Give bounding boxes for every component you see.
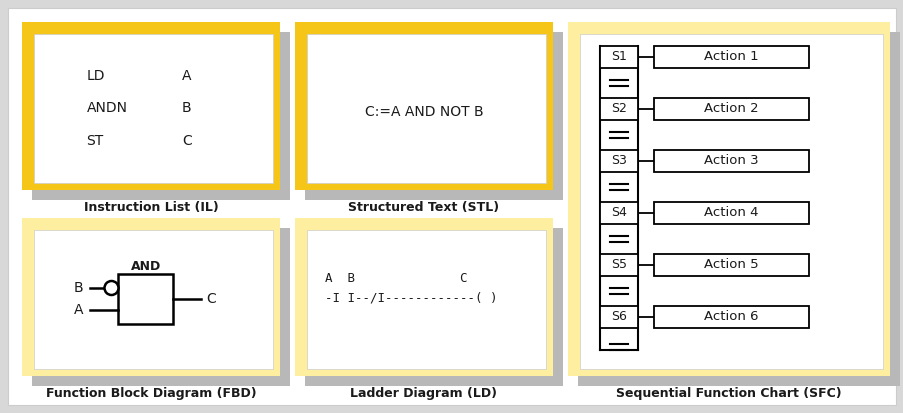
Bar — [600, 98, 638, 120]
Text: ANDN: ANDN — [87, 102, 127, 115]
Text: Action 6: Action 6 — [703, 310, 758, 323]
Text: Action 1: Action 1 — [703, 50, 758, 64]
Text: C: C — [207, 292, 216, 306]
Text: S6: S6 — [610, 310, 627, 323]
Text: S2: S2 — [610, 102, 627, 115]
Text: B: B — [74, 281, 83, 295]
Text: -I I--/I------------( ): -I I--/I------------( ) — [325, 292, 497, 304]
Bar — [600, 150, 638, 172]
Text: B: B — [182, 102, 191, 115]
Bar — [34, 34, 273, 183]
Text: Function Block Diagram (FBD): Function Block Diagram (FBD) — [46, 387, 256, 401]
Text: Action 2: Action 2 — [703, 102, 758, 115]
Text: Action 3: Action 3 — [703, 154, 758, 167]
Bar — [653, 306, 808, 328]
Text: C:=A AND NOT B: C:=A AND NOT B — [364, 105, 483, 119]
Bar — [294, 218, 553, 376]
Bar — [567, 22, 889, 376]
Bar — [34, 230, 273, 369]
Text: A: A — [74, 303, 83, 317]
Bar — [22, 22, 280, 190]
Bar — [304, 228, 563, 386]
Bar — [32, 32, 290, 200]
Bar — [307, 230, 545, 369]
Bar — [307, 34, 545, 183]
Circle shape — [105, 281, 118, 295]
Text: A  B              C: A B C — [325, 271, 467, 285]
Bar — [577, 32, 899, 386]
Bar — [118, 274, 173, 324]
Text: Instruction List (IL): Instruction List (IL) — [84, 202, 219, 214]
Bar — [653, 98, 808, 120]
Text: Action 4: Action 4 — [703, 206, 758, 219]
Bar — [22, 218, 280, 376]
Bar — [294, 22, 553, 190]
Text: ST: ST — [87, 134, 104, 148]
Bar — [653, 254, 808, 276]
Bar — [600, 46, 638, 68]
Text: AND: AND — [131, 259, 161, 273]
Bar — [32, 228, 290, 386]
Bar — [600, 306, 638, 328]
Bar — [653, 202, 808, 224]
Text: S4: S4 — [610, 206, 627, 219]
Text: Action 5: Action 5 — [703, 258, 758, 271]
Text: Structured Text (STL): Structured Text (STL) — [348, 202, 499, 214]
Text: C: C — [182, 134, 191, 148]
Bar — [304, 32, 563, 200]
Text: S5: S5 — [610, 258, 627, 271]
Bar — [653, 46, 808, 68]
Text: LD: LD — [87, 69, 105, 83]
Bar — [580, 34, 882, 369]
Text: A: A — [182, 69, 191, 83]
Text: Sequential Function Chart (SFC): Sequential Function Chart (SFC) — [616, 387, 841, 401]
Bar — [600, 254, 638, 276]
Text: S1: S1 — [610, 50, 627, 64]
Bar — [653, 150, 808, 172]
Bar — [600, 202, 638, 224]
Text: Ladder Diagram (LD): Ladder Diagram (LD) — [350, 387, 497, 401]
Text: S3: S3 — [610, 154, 627, 167]
